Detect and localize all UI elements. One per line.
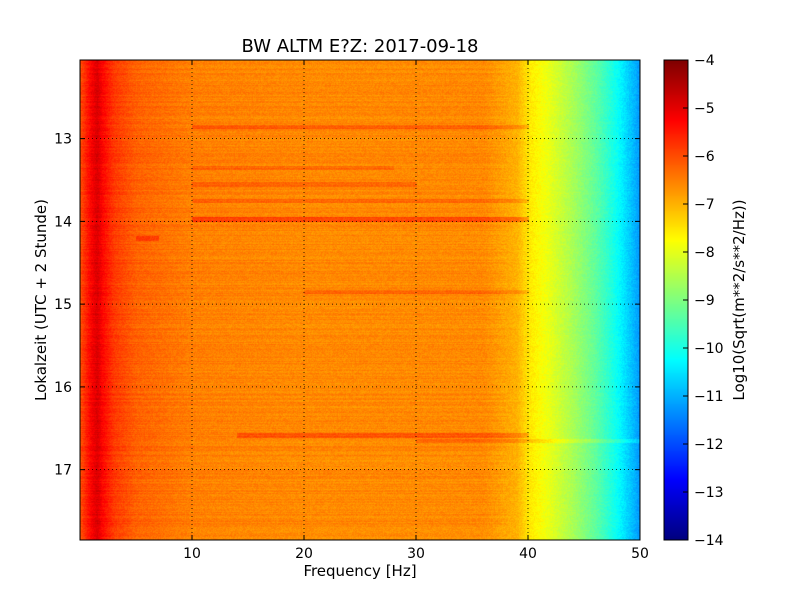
colorbar-ticks: −4 −5 −6 −7 −8 −9 −10 −11 −12 −13 −14	[683, 53, 724, 549]
colorbar-tick-label: −12	[694, 437, 724, 453]
y-tick-label: 17	[54, 463, 72, 479]
x-tick-label: 20	[295, 546, 313, 562]
colorbar-label: Log10(Sqrt(m**2/s**2/Hz))	[730, 199, 748, 400]
colorbar: −4 −5 −6 −7 −8 −9 −10 −11 −12 −13 −14	[663, 53, 724, 549]
grid-lines	[80, 60, 640, 540]
colorbar-tick-label: −9	[694, 293, 715, 309]
y-tick-label: 13	[54, 132, 72, 148]
heatmap-canvas-holder	[80, 60, 640, 540]
heatmap-canvas	[80, 60, 640, 540]
plot-frame	[79, 59, 641, 541]
colorbar-tick-label: −6	[694, 149, 715, 165]
x-tick-label: 40	[519, 546, 537, 562]
colorbar-tick-label: −5	[694, 101, 715, 117]
chart-title: BW ALTM E?Z: 2017-09-18	[242, 36, 479, 57]
y-tick-label: 15	[54, 297, 72, 313]
y-tick-label: 16	[54, 380, 72, 396]
y-axis-ticks: 13 14 15 16 17	[54, 132, 640, 479]
heatmap-area	[80, 60, 640, 540]
x-tick-label: 30	[407, 546, 425, 562]
x-axis-ticks: 10 20 30 40 50	[183, 60, 649, 562]
colorbar-tick-label: −7	[694, 197, 715, 213]
x-tick-label: 50	[631, 546, 649, 562]
colorbar-tick-label: −8	[694, 245, 715, 261]
y-axis-label: Lokalzeit (UTC + 2 Stunde)	[32, 199, 50, 401]
y-tick-label: 14	[54, 214, 72, 230]
colorbar-tick-label: −14	[694, 533, 724, 549]
colorbar-tick-label: −13	[694, 485, 724, 501]
colorbar-tick-label: −4	[694, 53, 715, 69]
colorbar-tick-label: −11	[694, 389, 724, 405]
x-axis-label: Frequency [Hz]	[303, 562, 416, 580]
colorbar-tick-label: −10	[694, 341, 724, 357]
x-tick-label: 10	[183, 546, 201, 562]
